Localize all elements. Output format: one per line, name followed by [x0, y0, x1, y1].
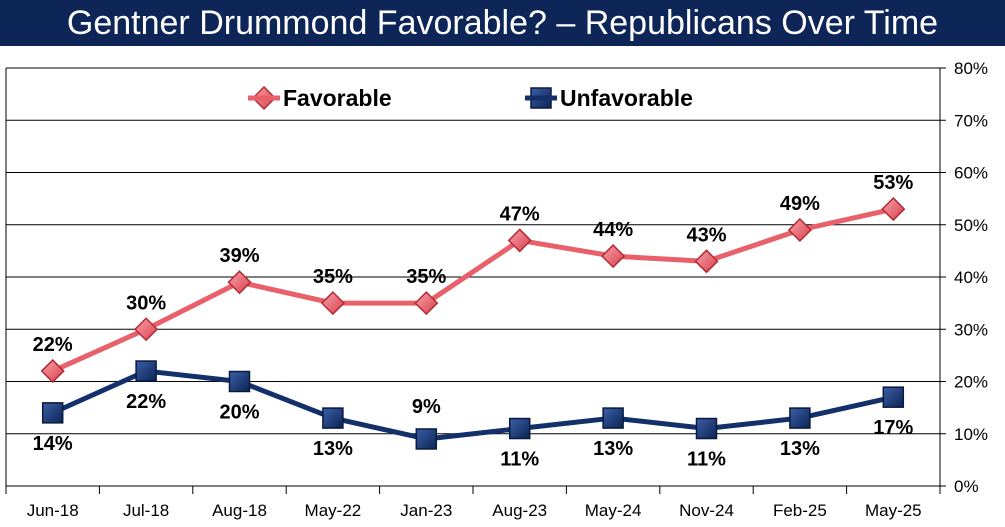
y-tick-label: 10%: [954, 425, 988, 444]
legend: Favorable Unfavorable: [248, 85, 693, 111]
y-tick-label: 40%: [954, 268, 988, 287]
data-label-unfavorable: 13%: [780, 438, 820, 460]
series-line-favorable: [50, 206, 896, 374]
data-label-unfavorable: 20%: [219, 402, 259, 424]
data-label-favorable: 30%: [126, 292, 166, 314]
x-tick-label: Jan-23: [400, 501, 452, 520]
unfavorable-point: [882, 386, 905, 408]
unfavorable-point: [789, 407, 811, 429]
x-tick-label: May-22: [305, 501, 362, 520]
favorable-point: [601, 244, 626, 269]
data-label-unfavorable: 11%: [500, 449, 539, 471]
favorable-point: [507, 228, 532, 253]
data-label-favorable: 43%: [686, 224, 726, 246]
data-label-favorable: 35%: [406, 266, 446, 288]
unfavorable-point: [228, 370, 251, 393]
data-label-favorable: 22%: [33, 334, 73, 356]
unfavorable-point: [695, 417, 718, 440]
y-tick-label: 70%: [954, 111, 988, 130]
favorable-point: [227, 270, 252, 295]
data-label-unfavorable: 11%: [687, 449, 726, 471]
unfavorable-point: [135, 360, 157, 382]
legend-label-favorable: Favorable: [283, 85, 392, 111]
data-label-favorable: 53%: [873, 172, 913, 194]
y-tick-label: 50%: [954, 216, 988, 235]
favorable-point: [320, 291, 345, 316]
favorable-point: [881, 197, 906, 222]
y-tick-label: 80%: [954, 59, 988, 78]
unfavorable-point: [415, 428, 438, 450]
x-tick-label: Jul-18: [123, 501, 169, 520]
gridlines: [6, 67, 940, 487]
y-tick-label: 0%: [954, 477, 979, 496]
y-tick-label: 30%: [954, 320, 988, 339]
axes: 0% 10% 20% 30% 40% 50% 60% 70% 80% Jun-18 Jul-18 Au…: [5, 59, 988, 520]
x-tick-label: Aug-18: [212, 501, 267, 520]
data-label-favorable: 39%: [219, 245, 259, 267]
data-label-unfavorable: 13%: [313, 438, 353, 460]
line-chart: 0% 10% 20% 30% 40% 50% 60% 70% 80% Jun-18 Jul-18 Au…: [5, 59, 988, 520]
y-tick-label: 60%: [954, 164, 988, 183]
title-bar: Gentner Drummond Favorable? – Republican…: [0, 0, 1005, 46]
data-label-unfavorable: 14%: [33, 433, 73, 455]
data-label-favorable: 35%: [313, 266, 353, 288]
unfavorable-point: [508, 417, 531, 440]
data-label-unfavorable: 13%: [593, 438, 633, 460]
x-tick-label: Feb-25: [773, 501, 827, 520]
data-label-favorable: 47%: [500, 203, 540, 225]
data-label-favorable: 44%: [593, 219, 633, 241]
data-labels: 22% 30% 39% 35% 35% 47% 44% 43% 49% 53% 14% 22% 20% 1…: [33, 172, 914, 470]
unfavorable-point: [41, 402, 64, 424]
unfavorable-point: [602, 407, 624, 429]
x-tick-label: Nov-24: [679, 501, 734, 520]
favorable-point: [134, 317, 159, 342]
series-lines: [50, 206, 896, 442]
chart-title: Gentner Drummond Favorable? – Republican…: [66, 4, 939, 42]
data-label-unfavorable: 17%: [873, 417, 913, 439]
x-tick-label: May-24: [585, 501, 642, 520]
data-label-favorable: 49%: [780, 193, 820, 215]
favorable-point: [694, 249, 719, 274]
favorable-point: [40, 358, 65, 384]
unfavorable-point: [322, 407, 344, 429]
x-tick-label: Jun-18: [27, 501, 79, 520]
data-label-unfavorable: 9%: [412, 396, 441, 418]
legend-label-unfavorable: Unfavorable: [560, 85, 693, 111]
y-tick-label: 20%: [954, 373, 988, 392]
x-tick-label: May-25: [865, 501, 922, 520]
series-markers: [40, 85, 906, 450]
favorable-point: [787, 217, 812, 243]
favorable-point: [414, 291, 439, 316]
data-label-unfavorable: 22%: [126, 391, 166, 413]
x-tick-label: Aug-23: [492, 501, 547, 520]
series-line-unfavorable: [50, 368, 896, 442]
